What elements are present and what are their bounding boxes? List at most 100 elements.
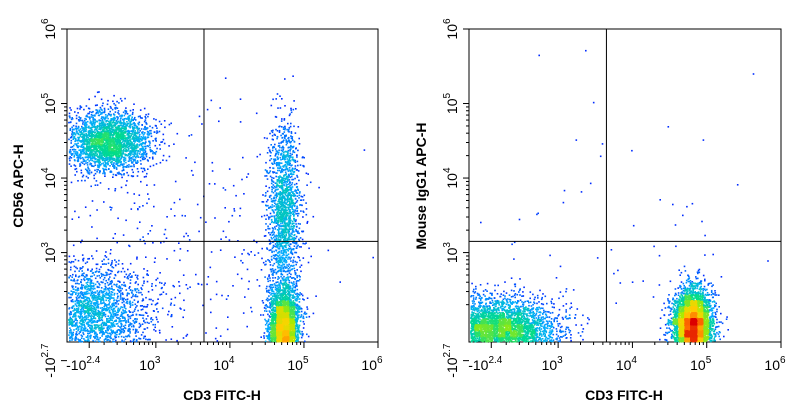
data-point <box>293 125 295 128</box>
data-point <box>90 163 93 165</box>
data-point <box>304 340 306 343</box>
data-point <box>80 322 82 325</box>
data-point <box>110 329 112 331</box>
data-point <box>265 327 267 330</box>
data-point <box>89 324 91 327</box>
data-point <box>106 123 108 126</box>
data-point <box>82 121 84 123</box>
data-point <box>137 132 139 135</box>
data-point <box>117 325 119 327</box>
data-point <box>271 149 274 152</box>
data-point <box>105 335 107 338</box>
data-point <box>93 294 95 296</box>
data-point <box>135 291 138 294</box>
data-point <box>72 288 75 290</box>
data-point <box>90 130 92 133</box>
data-point <box>294 278 296 280</box>
data-point <box>109 325 112 328</box>
data-point <box>135 162 137 164</box>
data-point <box>71 146 74 148</box>
data-point <box>284 128 286 131</box>
data-point <box>134 159 136 161</box>
data-point <box>80 144 83 147</box>
data-point <box>142 155 144 157</box>
data-point <box>110 315 113 318</box>
data-point <box>111 280 113 282</box>
data-point <box>269 223 271 225</box>
data-point <box>116 162 119 164</box>
data-point <box>136 295 139 298</box>
data-point <box>287 140 289 143</box>
data-point <box>105 256 108 258</box>
data-point <box>261 201 264 203</box>
data-point <box>287 153 289 156</box>
data-point <box>137 170 140 173</box>
data-point <box>108 311 111 313</box>
data-point <box>94 321 96 323</box>
data-point <box>111 266 113 268</box>
data-point <box>111 160 113 163</box>
data-point <box>146 136 149 139</box>
data-point <box>267 324 269 327</box>
data-point <box>188 135 190 137</box>
data-point <box>94 297 96 299</box>
data-point <box>72 124 75 127</box>
data-point <box>283 201 285 204</box>
data-point <box>130 118 133 121</box>
data-point <box>84 312 87 314</box>
data-point <box>98 109 101 112</box>
data-point <box>287 258 289 260</box>
data-point <box>127 328 130 330</box>
data-point <box>159 161 162 164</box>
data-point <box>285 266 287 268</box>
data-point <box>130 314 133 317</box>
data-point <box>115 339 117 342</box>
data-point <box>82 333 85 336</box>
data-point <box>282 203 285 206</box>
data-point <box>119 327 122 329</box>
data-point <box>104 303 106 305</box>
data-point <box>125 311 127 314</box>
data-point <box>122 125 124 127</box>
data-point <box>83 108 85 111</box>
data-point <box>135 125 137 127</box>
data-point <box>68 320 71 323</box>
data-point <box>219 249 222 251</box>
data-point <box>87 112 89 115</box>
data-point <box>277 193 280 196</box>
data-point <box>295 282 298 284</box>
data-point <box>270 198 273 200</box>
data-point <box>119 296 122 298</box>
data-point <box>78 149 80 152</box>
data-point <box>291 156 294 159</box>
data-point <box>268 243 271 245</box>
data-point <box>124 97 126 100</box>
data-point <box>118 102 120 104</box>
data-point <box>97 286 99 288</box>
data-point <box>116 292 119 295</box>
data-point <box>134 119 137 121</box>
data-point <box>280 134 282 137</box>
data-point <box>272 280 274 282</box>
data-point <box>78 129 80 132</box>
data-point <box>275 175 277 178</box>
data-point <box>92 312 94 314</box>
data-point <box>290 186 292 189</box>
data-point <box>113 283 115 286</box>
data-point <box>227 295 229 297</box>
data-point <box>100 124 102 127</box>
data-point <box>298 227 301 230</box>
data-point <box>224 189 227 191</box>
data-point <box>90 121 93 123</box>
data-point <box>77 292 79 295</box>
data-point <box>141 148 143 150</box>
data-point <box>89 214 92 217</box>
data-point <box>101 112 103 115</box>
data-point <box>127 268 129 271</box>
data-point <box>226 328 229 331</box>
data-point <box>302 210 304 213</box>
data-point <box>267 278 269 280</box>
data-point <box>127 150 129 152</box>
data-point <box>98 326 101 329</box>
data-point <box>287 183 290 185</box>
